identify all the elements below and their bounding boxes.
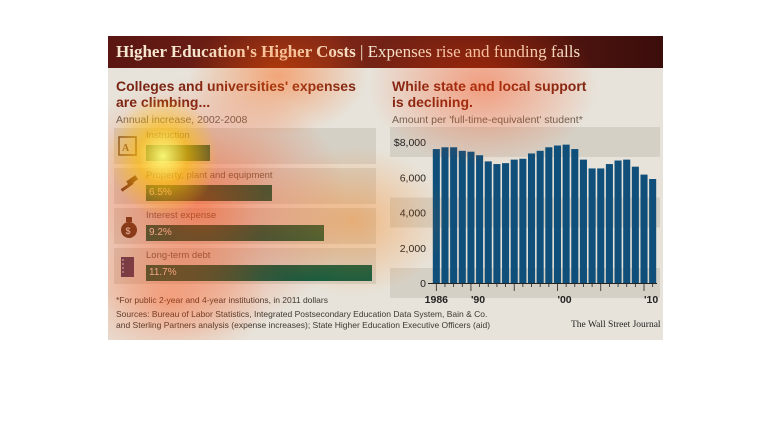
support-bar [476, 155, 484, 283]
title-banner: Higher Education's Higher Costs | Expens… [108, 36, 663, 68]
support-bar [597, 168, 605, 283]
x-tick-label: '90 [471, 294, 485, 306]
y-tick-label: 2,000 [400, 243, 426, 255]
expense-bar-label: Instruction [146, 130, 190, 141]
footnote: *For public 2-year and 4-year institutio… [116, 295, 328, 305]
support-bar [640, 174, 648, 283]
svg-text:A: A [122, 143, 130, 154]
expense-bar-value: 6.5% [149, 187, 172, 198]
support-bar [510, 159, 518, 283]
support-bar [432, 149, 440, 283]
expense-bar-label: Property, plant and equipment [146, 170, 273, 181]
support-bar [502, 163, 510, 283]
support-bar [527, 153, 536, 283]
left-subtitle: Annual increase, 2002-2008 [116, 114, 248, 126]
sources-line1: Sources: Bureau of Labor Statistics, Int… [116, 309, 488, 319]
credit: The Wall Street Journal [571, 320, 661, 330]
x-tick-label: 1986 [425, 294, 449, 306]
support-bar [441, 147, 449, 283]
support-bar [614, 160, 622, 283]
right-heading-line1: While state and local support [392, 78, 587, 94]
support-bar [571, 149, 579, 283]
support-bar [579, 159, 587, 283]
expense-bar [146, 265, 372, 281]
grade-icon: A [118, 135, 138, 162]
right-subtitle: Amount per 'full-time-equivalent' studen… [392, 114, 583, 126]
expense-bar [146, 145, 210, 161]
right-heading: While state and local support is declini… [392, 78, 586, 110]
support-bar [493, 164, 501, 283]
expense-bar-label: Long-term debt [146, 250, 211, 261]
page-title: Higher Education's Higher Costs | Expens… [116, 42, 580, 62]
x-tick-label: '00 [557, 294, 571, 306]
infographic: Higher Education's Higher Costs | Expens… [108, 36, 663, 340]
svg-text:$: $ [126, 226, 131, 236]
left-heading-line2: are climbing... [116, 94, 211, 110]
support-bar [605, 164, 613, 283]
y-tick-label: 0 [420, 278, 426, 290]
money-bag-icon: $ [118, 215, 140, 244]
support-bar [553, 145, 562, 283]
expense-bar-label: Interest expense [146, 210, 217, 221]
support-bar [545, 147, 553, 283]
left-heading: Colleges and universities' expenses are … [116, 78, 356, 110]
x-tick-label: '10 [644, 294, 658, 306]
sources-line2: and Sterling Partners analysis (expense … [116, 320, 491, 330]
expense-bar-value: 9.2% [149, 227, 172, 238]
title-rest: Expenses rise and funding falls [367, 42, 581, 61]
y-tick-label: $8,000 [394, 137, 426, 149]
support-bar [467, 151, 475, 283]
support-bar-chart: $8,000 6,000 4,000 2,000 0 1986 '90 '00 '10 [390, 127, 660, 306]
support-bar [484, 161, 492, 283]
support-bar [562, 144, 570, 283]
y-tick-label: 4,000 [400, 208, 426, 220]
expense-bar [146, 225, 324, 241]
support-bar [623, 159, 631, 283]
support-bar [649, 179, 657, 283]
support-bar [519, 158, 527, 283]
title-separator: | [355, 42, 368, 61]
left-heading-line1: Colleges and universities' expenses [116, 78, 356, 94]
support-bar [588, 168, 596, 283]
support-bar [450, 147, 458, 283]
support-bar [536, 150, 544, 283]
y-tick-label: 6,000 [400, 172, 426, 184]
hammer-icon [118, 175, 140, 202]
support-bar [631, 166, 639, 283]
support-bar [458, 150, 466, 283]
y-band [390, 127, 660, 157]
right-heading-line2: is declining. [392, 94, 473, 110]
expense-bar-value: 11.7% [149, 267, 177, 278]
title-bold: Higher Education's Higher Costs [116, 42, 356, 61]
ledger-icon [118, 255, 138, 284]
